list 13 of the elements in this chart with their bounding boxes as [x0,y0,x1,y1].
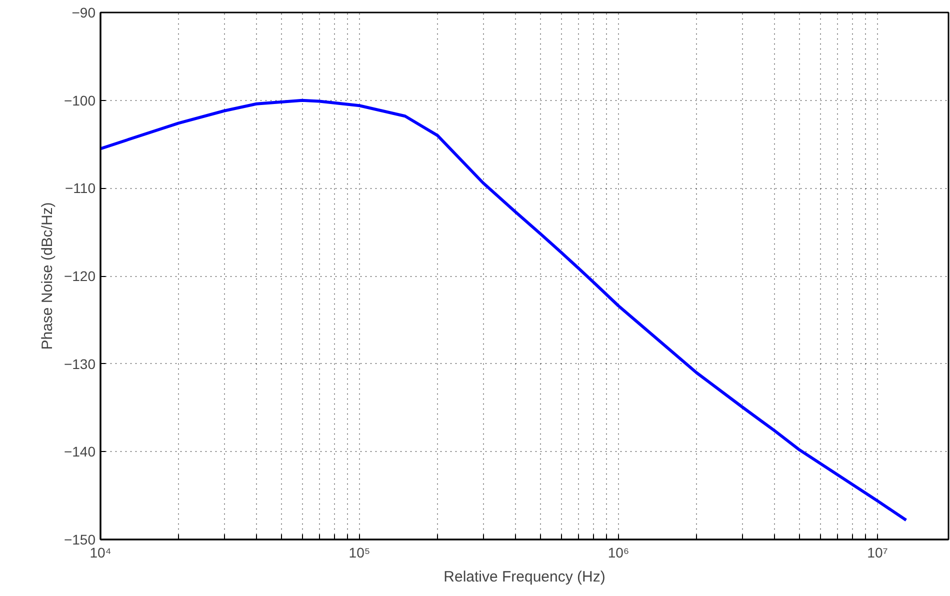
y-tick-label: −110 [65,180,96,196]
y-tick-label: −150 [64,532,96,548]
x-tick-label: 10⁷ [867,544,888,560]
y-tick-label: −120 [64,268,96,284]
x-tick-label: 10⁴ [90,544,112,560]
x-tick-label: 10⁶ [608,544,630,560]
x-tick-label: 10⁵ [348,544,370,560]
y-axis-title: Phase Noise (dBc/Hz) [38,202,56,350]
y-tick-label: −140 [64,444,96,460]
x-axis-title: Relative Frequency (Hz) [444,568,606,586]
y-tick-label: −90 [72,4,96,20]
y-tick-label: −100 [64,92,96,108]
y-tick-label: −130 [64,356,96,372]
